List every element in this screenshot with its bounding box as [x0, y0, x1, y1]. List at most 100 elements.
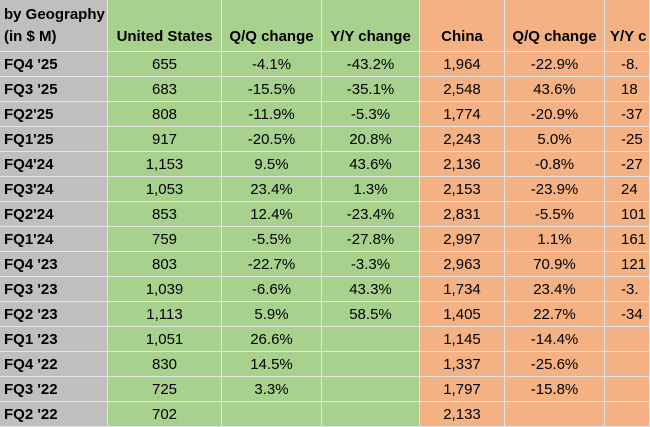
- cell-text: 1.1%: [537, 230, 572, 248]
- cell-text: 725: [151, 380, 178, 398]
- data-cell: 5.0%: [505, 127, 605, 152]
- data-cell: 1,405: [420, 302, 505, 327]
- cell-text: -35.1%: [346, 80, 395, 98]
- data-cell: [322, 352, 420, 377]
- cell-text: 1,051: [145, 330, 184, 348]
- cell-text: 20.8%: [349, 130, 392, 148]
- header-cell: Q/Q change: [505, 0, 605, 52]
- header-text: Q/Q change: [229, 28, 314, 45]
- cell-text: 808: [151, 105, 178, 123]
- cell-text: -27.8%: [346, 230, 395, 248]
- data-cell: -3.: [605, 277, 650, 302]
- data-cell: -6.6%: [222, 277, 322, 302]
- cell-text: -8.: [621, 55, 639, 73]
- data-cell: [605, 352, 650, 377]
- cell-text: 917: [151, 130, 178, 148]
- data-cell: 2,136: [420, 152, 505, 177]
- row-label: FQ3'24: [0, 177, 108, 202]
- data-cell: [222, 402, 322, 427]
- cell-text: 9.5%: [254, 155, 289, 173]
- header-text: Y/Y change: [330, 28, 411, 45]
- cell-text: 43.6%: [349, 155, 392, 173]
- data-cell: 5.9%: [222, 302, 322, 327]
- cell-text: 1.3%: [353, 180, 388, 198]
- cell-text: 101: [621, 205, 647, 223]
- header-text: (in $ M): [4, 27, 57, 45]
- data-cell: [322, 327, 420, 352]
- data-cell: 3.3%: [222, 377, 322, 402]
- data-cell: -37: [605, 102, 650, 127]
- header-cell: by Geography (in $ M): [0, 0, 108, 52]
- cell-text: -11.9%: [248, 105, 295, 123]
- data-cell: 917: [108, 127, 222, 152]
- data-cell: 683: [108, 77, 222, 102]
- data-cell: -11.9%: [222, 102, 322, 127]
- data-cell: 1,964: [420, 52, 505, 77]
- data-cell: 1,797: [420, 377, 505, 402]
- cell-text: 830: [151, 355, 178, 373]
- cell-text: 2,243: [443, 130, 481, 148]
- cell-text: 1,145: [443, 330, 481, 348]
- cell-text: -3.3%: [350, 255, 391, 273]
- cell-text: 2,831: [443, 205, 481, 223]
- data-cell: 1,113: [108, 302, 222, 327]
- data-cell: 1,734: [420, 277, 505, 302]
- data-cell: -22.7%: [222, 252, 322, 277]
- row-label-text: FQ2 '22: [4, 405, 58, 423]
- cell-text: 2,136: [443, 155, 481, 173]
- cell-text: -6.6%: [251, 280, 292, 298]
- data-cell: 43.6%: [322, 152, 420, 177]
- cell-text: 655: [151, 55, 178, 73]
- data-cell: 9.5%: [222, 152, 322, 177]
- cell-text: -4.1%: [251, 55, 292, 73]
- cell-text: -0.8%: [534, 155, 575, 173]
- data-cell: 2,133: [420, 402, 505, 427]
- cell-text: -37: [621, 105, 643, 123]
- header-text: China: [441, 28, 483, 45]
- cell-text: 1,039: [145, 280, 184, 298]
- data-cell: 18: [605, 77, 650, 102]
- data-cell: -15.5%: [222, 77, 322, 102]
- data-cell: 655: [108, 52, 222, 77]
- data-cell: -22.9%: [505, 52, 605, 77]
- data-cell: -5.5%: [505, 202, 605, 227]
- cell-text: 1,797: [443, 380, 481, 398]
- cell-text: -43.2%: [346, 55, 395, 73]
- header-text: Q/Q change: [512, 28, 597, 45]
- row-label: FQ1 '23: [0, 327, 108, 352]
- data-cell: 2,243: [420, 127, 505, 152]
- cell-text: 5.9%: [254, 305, 289, 323]
- row-label: FQ2 '23: [0, 302, 108, 327]
- data-cell: 1,153: [108, 152, 222, 177]
- data-cell: 759: [108, 227, 222, 252]
- cell-text: 1,053: [145, 180, 184, 198]
- data-cell: 101: [605, 202, 650, 227]
- data-cell: -0.8%: [505, 152, 605, 177]
- data-cell: [605, 327, 650, 352]
- data-cell: 2,548: [420, 77, 505, 102]
- data-cell: [605, 402, 650, 427]
- data-cell: 725: [108, 377, 222, 402]
- data-cell: 853: [108, 202, 222, 227]
- data-cell: -8.: [605, 52, 650, 77]
- data-cell: 14.5%: [222, 352, 322, 377]
- data-cell: 23.4%: [505, 277, 605, 302]
- row-label-text: FQ3 '22: [4, 380, 58, 398]
- cell-text: 1,153: [145, 155, 184, 173]
- cell-text: -5.3%: [350, 105, 391, 123]
- cell-text: 702: [151, 405, 178, 423]
- data-cell: 70.9%: [505, 252, 605, 277]
- header-text: Y/Y c: [610, 28, 647, 45]
- cell-text: 23.4%: [533, 280, 576, 298]
- data-cell: 22.7%: [505, 302, 605, 327]
- data-cell: 830: [108, 352, 222, 377]
- cell-text: -20.5%: [247, 130, 296, 148]
- data-cell: 20.8%: [322, 127, 420, 152]
- cell-text: 43.3%: [349, 280, 392, 298]
- cell-text: 22.7%: [533, 305, 576, 323]
- data-cell: -35.1%: [322, 77, 420, 102]
- cell-text: 1,405: [443, 305, 481, 323]
- data-cell: -25: [605, 127, 650, 152]
- data-cell: -20.9%: [505, 102, 605, 127]
